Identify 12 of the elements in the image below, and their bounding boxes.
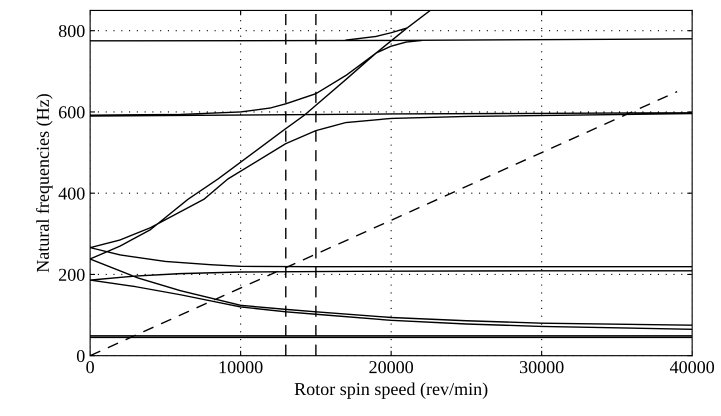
x-tick-label: 30000 bbox=[520, 361, 564, 374]
y-tick-label: 800 bbox=[58, 24, 85, 38]
x-tick-label: 10000 bbox=[220, 361, 263, 374]
y-axis-title: Natural frequencies (Hz) bbox=[36, 94, 53, 272]
x-axis-title: Rotor spin speed (rev/min) bbox=[294, 382, 488, 399]
x-tick-label: 40000 bbox=[670, 361, 714, 374]
y-tick-label: 0 bbox=[76, 350, 85, 362]
y-tick-label: 200 bbox=[58, 268, 85, 281]
x-tick-label: 20000 bbox=[369, 361, 414, 374]
y-tick-label: 400 bbox=[58, 187, 85, 200]
x-tick-label: 0 bbox=[86, 361, 94, 374]
y-tick-label: 600 bbox=[58, 106, 85, 118]
